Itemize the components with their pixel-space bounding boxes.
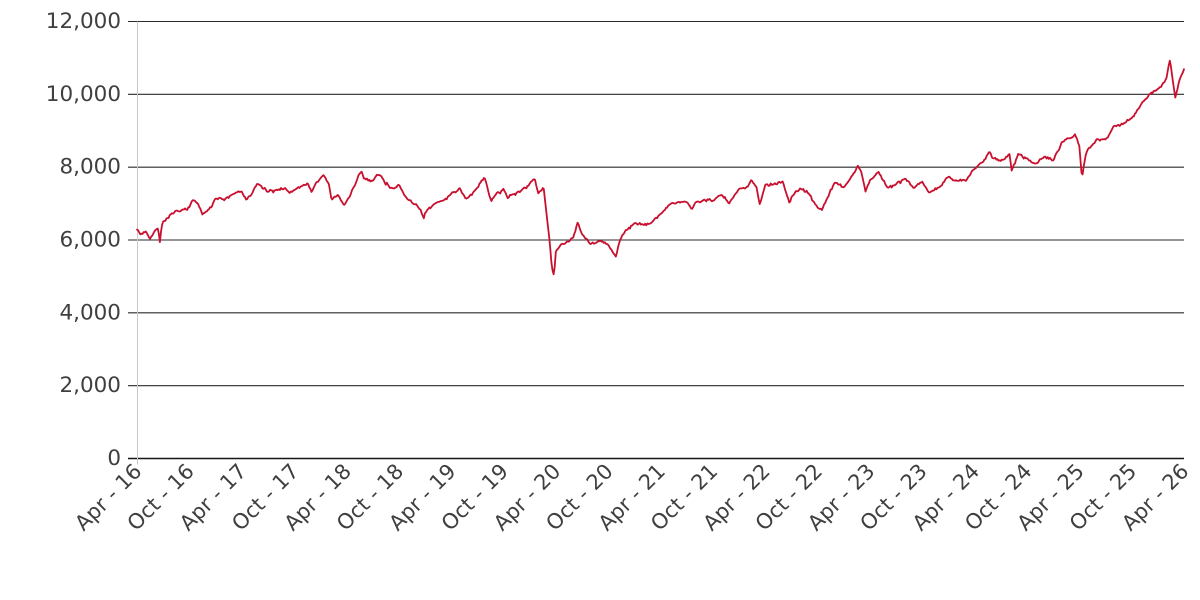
y-tick-label: 10,000	[46, 82, 121, 107]
y-tick-label: 4,000	[59, 300, 121, 325]
y-tick-label: 2,000	[59, 373, 121, 398]
price-line-series	[136, 59, 1185, 276]
y-tick-label: 12,000	[46, 9, 121, 34]
y-tick-label: 0	[107, 446, 121, 471]
y-tick-label: 6,000	[59, 228, 121, 253]
y-tick-label: 8,000	[59, 155, 121, 180]
